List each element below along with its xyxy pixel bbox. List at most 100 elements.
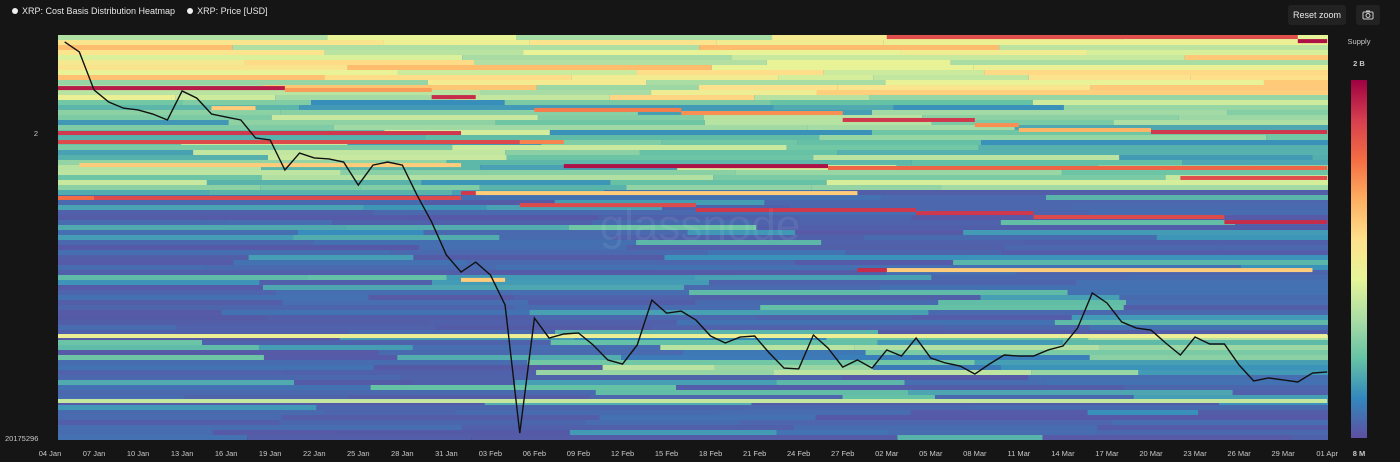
x-tick-label: 08 Mar [963,449,987,458]
heatmap-cell [58,160,447,165]
heatmap-cell [281,415,600,420]
heatmap-band [695,208,917,213]
heatmap-cell [208,190,453,195]
heatmap-cell [586,420,740,425]
colorbar-max-label: 2 B [1353,59,1365,68]
heatmap-cell [58,375,402,380]
heatmap-cell [58,300,283,305]
heatmap-cell [360,185,480,190]
heatmap-cell [58,280,260,285]
heatmap-cell [58,55,463,60]
heatmap-cell [1097,430,1328,435]
heatmap-cell [412,345,661,350]
legend-item-heatmap[interactable]: XRP: Cost Basis Distribution Heatmap [12,6,175,16]
heatmap-band [284,87,432,92]
heatmap-cell [397,70,637,75]
heatmap-cell [58,345,259,350]
heatmap-cell [473,60,767,65]
heatmap-cell [1086,50,1328,55]
heatmap-cell [1190,75,1328,80]
heatmap-cell [878,330,1328,335]
heatmap-band [1018,127,1151,132]
heatmap-cell [695,300,939,305]
heatmap-cell [58,170,341,175]
heatmap-cell [1063,105,1328,110]
heatmap-cell [466,260,658,265]
heatmap-cell [58,285,263,290]
screenshot-button[interactable] [1356,5,1380,25]
heatmap-cell [732,55,1185,60]
heatmap-cell [233,260,467,265]
price-line-group [64,41,1328,434]
heatmap-band [886,35,1298,40]
heatmap-cell [789,205,1069,210]
heatmap-cell [842,395,935,400]
heatmap-cell [766,60,951,65]
heatmap-cell [515,380,777,385]
heatmap-cell [232,45,700,50]
heatmap-cell [754,95,870,100]
heatmap-cell [347,65,712,70]
heatmap-cell [58,70,398,75]
heatmap-cell [58,40,384,45]
heatmap-cell [1014,125,1328,130]
heatmap-cell [699,45,1000,50]
heatmap-cell [718,410,911,415]
heatmap-band [1180,175,1328,180]
heatmap-cell [423,230,688,235]
heatmap-cell [58,90,481,95]
heatmap-cell [711,65,974,70]
heatmap-cell [293,380,413,385]
heatmap-cell [293,235,500,240]
heatmap-cell [58,340,203,345]
heatmap-cell [541,140,662,145]
heatmap-cell [58,60,245,65]
heatmap-cell [499,235,612,240]
heatmap-cell [1001,250,1328,255]
heatmap-cell [716,40,884,45]
heatmap-band [1297,39,1328,44]
heatmap-cell [58,205,364,210]
heatmap-cell [714,365,873,370]
heatmap-cell [1119,155,1313,160]
heatmap-cell [676,385,1124,390]
heatmap-cell [504,100,771,105]
heatmap-cell [984,70,1328,75]
heatmap-cell [58,220,227,225]
heatmap-cell [479,185,627,190]
heatmap-cell [764,200,1328,205]
heatmap-cell [462,55,733,60]
heatmap-cell [282,300,529,305]
x-tick-label: 24 Feb [787,449,810,458]
heatmap-cell [271,115,538,120]
heatmap-cell [390,250,708,255]
heatmap-cell [495,265,723,270]
heatmap-cell [58,435,248,440]
heatmap-cell [1099,345,1328,350]
heatmap-cell [626,245,1004,250]
x-tick-label: 07 Jan [83,449,106,458]
heatmap-cell [58,380,294,385]
legend-item-price[interactable]: XRP: Price [USD] [187,6,268,16]
heatmap-cell [248,255,414,260]
heatmap-cell [1028,375,1328,380]
legend-label-price: XRP: Price [USD] [197,6,268,16]
heatmap-band [94,195,462,200]
x-tick-label: 20 Mar [1139,449,1163,458]
heatmap-cell [661,140,798,145]
reset-zoom-button[interactable]: Reset zoom [1288,5,1346,25]
heatmap-cell [646,80,886,85]
heatmap-cell [881,195,1047,200]
y-tick-label: 20175296 [5,434,38,443]
heatmap-cell [756,225,1042,230]
heatmap-cell [589,395,843,400]
heatmap-cell [1126,300,1328,305]
heatmap-cell [773,370,1032,375]
heatmap-cell [58,100,183,105]
heatmap-band [431,95,476,100]
heatmap-band [211,106,256,111]
heatmap-cell [931,120,1114,125]
x-tick-label: 22 Jan [303,449,326,458]
heatmap-cell [973,65,1328,70]
